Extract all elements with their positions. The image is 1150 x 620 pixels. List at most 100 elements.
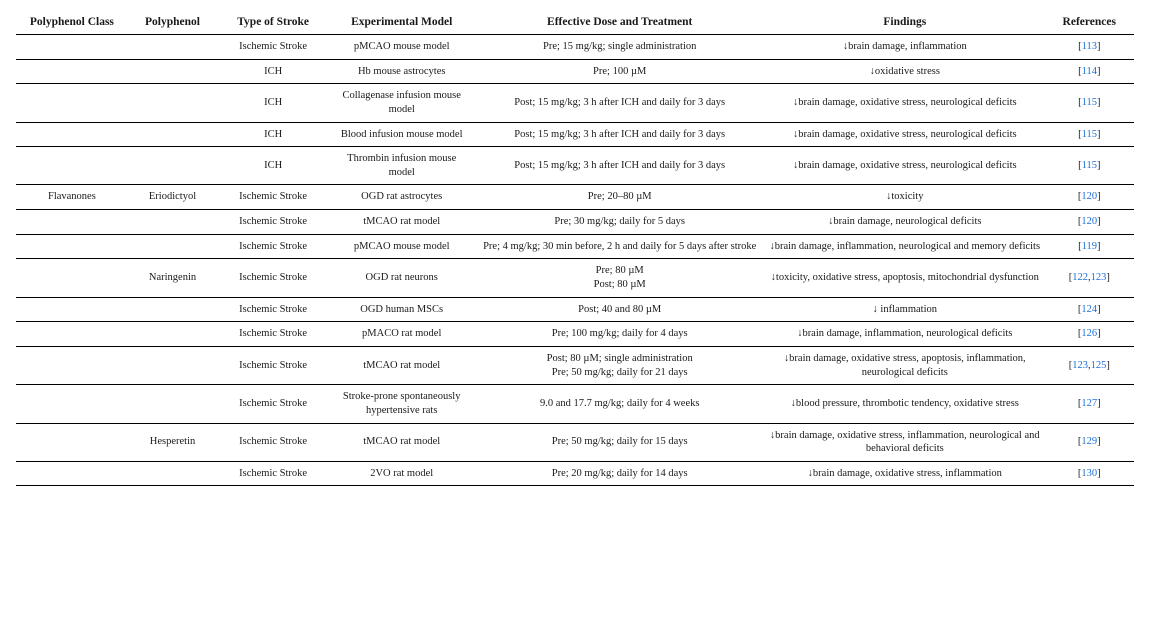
cell-findings: ↓brain damage, inflammation, neurologica… xyxy=(765,234,1045,259)
cell-dose: Pre; 20 mg/kg; daily for 14 days xyxy=(474,461,765,486)
reference-link[interactable]: 130 xyxy=(1081,468,1097,479)
cell-refs: [115] xyxy=(1045,84,1134,122)
cell-findings: ↓toxicity, oxidative stress, apoptosis, … xyxy=(765,259,1045,297)
table-row: NaringeninIschemic StrokeOGD rat neurons… xyxy=(16,259,1134,297)
cell-refs: [115] xyxy=(1045,147,1134,185)
reference-link[interactable]: 113 xyxy=(1082,41,1097,52)
cell-stroke: Ischemic Stroke xyxy=(217,461,329,486)
reference-link[interactable]: 115 xyxy=(1082,160,1097,171)
cell-poly: Naringenin xyxy=(128,259,217,297)
cell-stroke: Ischemic Stroke xyxy=(217,297,329,322)
cell-dose: Pre; 80 µMPost; 80 µM xyxy=(474,259,765,297)
cell-findings: ↓brain damage, inflammation, neurologica… xyxy=(765,322,1045,347)
header-findings: Findings xyxy=(765,12,1045,35)
table-row: Ischemic StroketMCAO rat modelPre; 30 mg… xyxy=(16,210,1134,235)
cell-poly xyxy=(128,346,217,384)
cell-refs: [114] xyxy=(1045,59,1134,84)
reference-link[interactable]: 114 xyxy=(1082,66,1097,77)
cell-class xyxy=(16,35,128,60)
cell-model: pMCAO mouse model xyxy=(329,234,474,259)
reference-link[interactable]: 120 xyxy=(1081,216,1097,227)
cell-poly xyxy=(128,35,217,60)
cell-poly: Eriodictyol xyxy=(128,185,217,210)
reference-link[interactable]: 124 xyxy=(1081,304,1097,315)
cell-dose: Post; 15 mg/kg; 3 h after ICH and daily … xyxy=(474,122,765,147)
reference-link[interactable]: 115 xyxy=(1082,129,1097,140)
cell-refs: [120] xyxy=(1045,210,1134,235)
cell-refs: [120] xyxy=(1045,185,1134,210)
cell-stroke: Ischemic Stroke xyxy=(217,346,329,384)
cell-class xyxy=(16,234,128,259)
cell-stroke: Ischemic Stroke xyxy=(217,234,329,259)
table-row: ICHThrombin infusion mouse modelPost; 15… xyxy=(16,147,1134,185)
header-poly: Polyphenol xyxy=(128,12,217,35)
header-stroke: Type of Stroke xyxy=(217,12,329,35)
table-row: Ischemic StrokeOGD human MSCsPost; 40 an… xyxy=(16,297,1134,322)
cell-model: OGD human MSCs xyxy=(329,297,474,322)
cell-stroke: Ischemic Stroke xyxy=(217,423,329,461)
cell-stroke: ICH xyxy=(217,147,329,185)
cell-stroke: Ischemic Stroke xyxy=(217,35,329,60)
cell-refs: [129] xyxy=(1045,423,1134,461)
cell-dose: Pre; 100 µM xyxy=(474,59,765,84)
reference-link[interactable]: 129 xyxy=(1081,436,1097,447)
cell-refs: [130] xyxy=(1045,461,1134,486)
cell-poly xyxy=(128,297,217,322)
cell-model: Collagenase infusion mouse model xyxy=(329,84,474,122)
cell-class xyxy=(16,122,128,147)
cell-stroke: ICH xyxy=(217,122,329,147)
cell-model: Thrombin infusion mouse model xyxy=(329,147,474,185)
cell-class xyxy=(16,297,128,322)
table-row: ICHCollagenase infusion mouse modelPost;… xyxy=(16,84,1134,122)
cell-class xyxy=(16,84,128,122)
cell-stroke: Ischemic Stroke xyxy=(217,185,329,210)
cell-model: Hb mouse astrocytes xyxy=(329,59,474,84)
table-row: Ischemic StrokeStroke-prone spontaneousl… xyxy=(16,385,1134,423)
cell-class xyxy=(16,461,128,486)
cell-poly: Hesperetin xyxy=(128,423,217,461)
cell-refs: [126] xyxy=(1045,322,1134,347)
reference-link[interactable]: 123 xyxy=(1072,360,1088,371)
reference-link[interactable]: 126 xyxy=(1081,328,1097,339)
table-body: Ischemic StrokepMCAO mouse modelPre; 15 … xyxy=(16,35,1134,486)
reference-link[interactable]: 120 xyxy=(1081,191,1097,202)
reference-link[interactable]: 125 xyxy=(1091,360,1107,371)
reference-link[interactable]: 123 xyxy=(1091,272,1107,283)
cell-model: OGD rat neurons xyxy=(329,259,474,297)
cell-refs: [127] xyxy=(1045,385,1134,423)
cell-refs: [119] xyxy=(1045,234,1134,259)
cell-stroke: Ischemic Stroke xyxy=(217,259,329,297)
cell-poly xyxy=(128,322,217,347)
cell-dose: Pre; 30 mg/kg; daily for 5 days xyxy=(474,210,765,235)
cell-stroke: Ischemic Stroke xyxy=(217,210,329,235)
cell-findings: ↓blood pressure, thrombotic tendency, ox… xyxy=(765,385,1045,423)
cell-dose: Pre; 15 mg/kg; single administration xyxy=(474,35,765,60)
cell-refs: [115] xyxy=(1045,122,1134,147)
cell-poly xyxy=(128,210,217,235)
cell-model: tMCAO rat model xyxy=(329,210,474,235)
table-row: Ischemic Stroke2VO rat modelPre; 20 mg/k… xyxy=(16,461,1134,486)
cell-poly xyxy=(128,59,217,84)
reference-link[interactable]: 115 xyxy=(1082,97,1097,108)
cell-findings: ↓brain damage, oxidative stress, inflamm… xyxy=(765,423,1045,461)
reference-link[interactable]: 127 xyxy=(1081,398,1097,409)
cell-class xyxy=(16,59,128,84)
cell-findings: ↓ inflammation xyxy=(765,297,1045,322)
table-row: Ischemic StrokepMCAO mouse modelPre; 15 … xyxy=(16,35,1134,60)
cell-dose: 9.0 and 17.7 mg/kg; daily for 4 weeks xyxy=(474,385,765,423)
cell-model: 2VO rat model xyxy=(329,461,474,486)
reference-link[interactable]: 122 xyxy=(1072,272,1088,283)
cell-class xyxy=(16,210,128,235)
header-model: Experimental Model xyxy=(329,12,474,35)
header-dose: Effective Dose and Treatment xyxy=(474,12,765,35)
polyphenol-table: Polyphenol Class Polyphenol Type of Stro… xyxy=(16,12,1134,486)
cell-findings: ↓brain damage, oxidative stress, apoptos… xyxy=(765,346,1045,384)
reference-link[interactable]: 119 xyxy=(1082,241,1097,252)
cell-dose: Post; 40 and 80 µM xyxy=(474,297,765,322)
table-row: HesperetinIschemic StroketMCAO rat model… xyxy=(16,423,1134,461)
cell-poly xyxy=(128,122,217,147)
table-row: ICHHb mouse astrocytesPre; 100 µM↓oxidat… xyxy=(16,59,1134,84)
cell-findings: ↓brain damage, oxidative stress, neurolo… xyxy=(765,122,1045,147)
cell-dose: Pre; 4 mg/kg; 30 min before, 2 h and dai… xyxy=(474,234,765,259)
cell-class xyxy=(16,147,128,185)
